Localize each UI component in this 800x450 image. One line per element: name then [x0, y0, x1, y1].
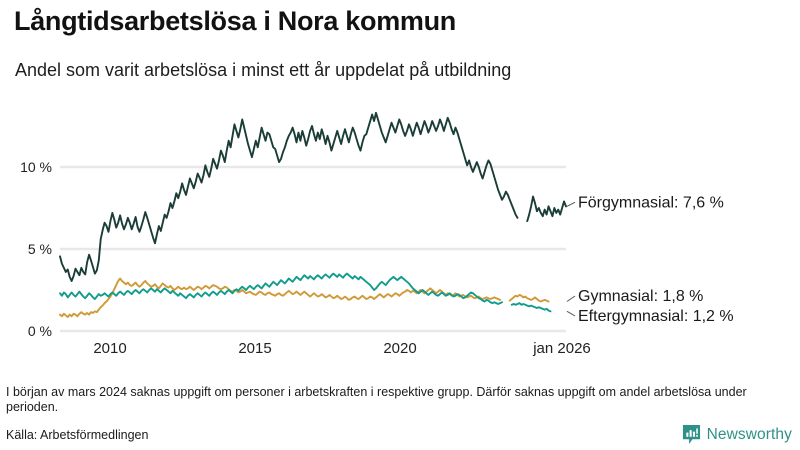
- y-axis-tick-label: 10 %: [20, 159, 52, 175]
- x-axis-tick-label: 2015: [238, 340, 271, 357]
- newsworthy-logo[interactable]: Newsworthy: [682, 424, 792, 445]
- series-line-gymnasial: [59, 277, 550, 319]
- chart-source: Källa: Arbetsförmedlingen: [6, 428, 149, 442]
- chart-area: 0 % 5 % 10 % 2010 2015 2020 jan 2026 Förgymnasi…: [0, 100, 800, 365]
- label-leader-line: [566, 201, 576, 207]
- series-label-eftergymnasial: Eftergymnasial: 1,2 %: [578, 308, 734, 325]
- y-axis-tick-label: 0 %: [28, 323, 52, 339]
- x-axis-tick-label: 2010: [93, 340, 126, 357]
- line-chart: 0 % 5 % 10 % 2010 2015 2020 jan 2026 Förgymnasi…: [20, 111, 734, 357]
- page-subtitle: Andel som varit arbetslösa i minst ett å…: [15, 60, 512, 80]
- label-leader-line: [566, 295, 576, 302]
- series-label-förgymnasial: Förgymnasial: 7,6 %: [578, 194, 724, 211]
- newsworthy-mark-icon: [682, 425, 700, 444]
- series-line-förgymnasial: [59, 111, 567, 282]
- y-axis-tick-label: 5 %: [28, 241, 52, 257]
- chart-footnote: I början av mars 2024 saknas uppgift om …: [6, 385, 747, 414]
- x-axis-tick-label: jan 2026: [532, 340, 591, 357]
- series-line-eftergymnasial: [59, 272, 552, 313]
- x-axis-tick-label: 2020: [383, 340, 416, 357]
- newsworthy-logo-text: Newsworthy: [706, 425, 792, 443]
- page-title: Långtidsarbetslösa i Nora kommun: [14, 6, 456, 36]
- label-leader-line: [566, 310, 576, 317]
- series-label-gymnasial: Gymnasial: 1,8 %: [578, 288, 703, 305]
